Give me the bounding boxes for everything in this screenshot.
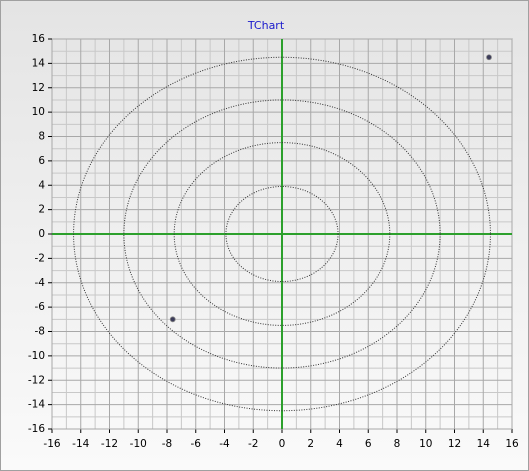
y-tick-label: -16 — [28, 423, 45, 435]
x-tick-label: 12 — [448, 438, 461, 450]
x-tick-label: -10 — [130, 438, 147, 450]
y-tick-label: -8 — [35, 326, 45, 338]
y-tick-label: 12 — [32, 82, 45, 94]
x-tick-label: 4 — [336, 438, 343, 450]
x-tick-label: 6 — [365, 438, 372, 450]
y-tick-label: -10 — [28, 350, 45, 362]
circle — [173, 142, 391, 326]
circle — [123, 99, 441, 369]
y-tick-label: -4 — [35, 277, 46, 289]
x-tick-label: -4 — [219, 438, 230, 450]
y-tick-label: 8 — [38, 131, 45, 143]
y-tick-label: 0 — [38, 228, 45, 240]
circle — [73, 56, 491, 412]
y-tick-label: -12 — [28, 374, 45, 386]
x-tick-label: 14 — [477, 438, 491, 450]
x-tick-label: -12 — [101, 438, 118, 450]
x-tick-label: 16 — [505, 438, 519, 450]
y-tick-label: 16 — [32, 33, 46, 45]
chart-title: TChart — [247, 19, 285, 32]
x-tick-label: -14 — [72, 438, 89, 450]
x-tick-label: 8 — [394, 438, 401, 450]
y-tick-label: -14 — [28, 399, 45, 411]
y-tick-label: -2 — [35, 252, 45, 264]
y-tick-label: 14 — [32, 57, 46, 69]
x-tick-label: 2 — [307, 438, 314, 450]
circle — [225, 185, 339, 283]
y-tick-label: 2 — [38, 204, 45, 216]
point — [169, 316, 176, 323]
point — [486, 54, 492, 61]
y-tick-label: 10 — [32, 106, 45, 118]
y-tick-label: 6 — [38, 155, 45, 167]
x-tick-label: 10 — [419, 438, 432, 450]
x-tick-label: 0 — [279, 438, 286, 450]
y-tick-label: -6 — [35, 301, 46, 313]
y-tick-label: 4 — [38, 179, 45, 191]
x-tick-label: -16 — [43, 438, 60, 450]
x-tick-label: -2 — [248, 438, 258, 450]
x-tick-label: -8 — [162, 438, 172, 450]
x-tick-label: -6 — [191, 438, 202, 450]
